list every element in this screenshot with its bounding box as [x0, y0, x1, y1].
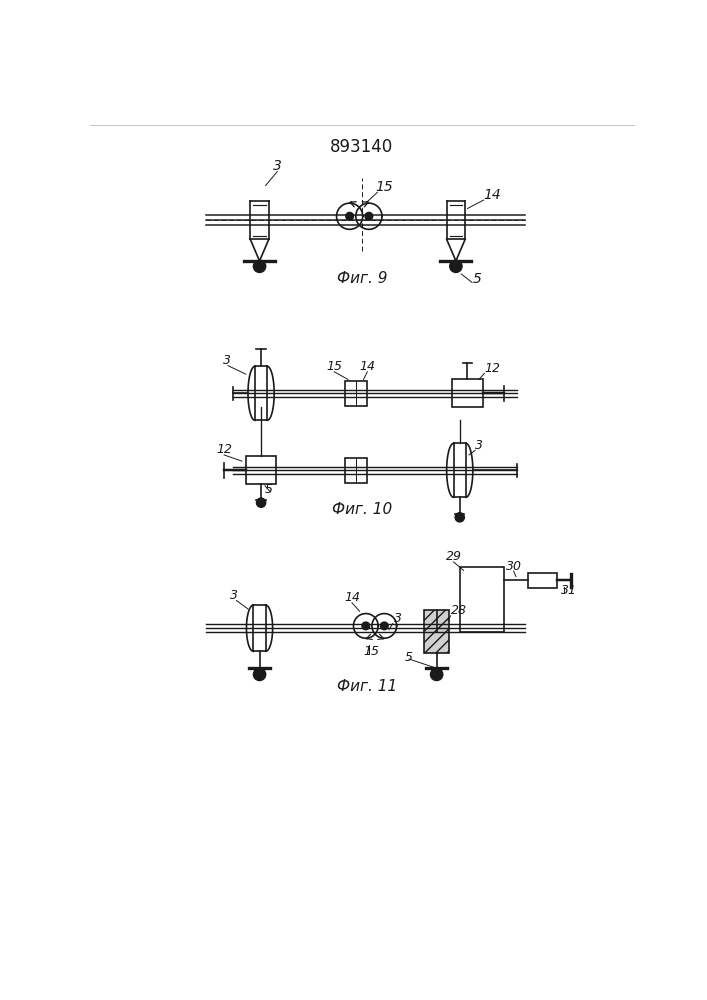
Bar: [452, 379, 483, 407]
Bar: [345, 381, 366, 406]
Bar: [345, 458, 366, 483]
Circle shape: [253, 260, 266, 272]
Text: 31: 31: [561, 584, 577, 597]
Bar: [424, 610, 449, 653]
Circle shape: [455, 513, 464, 522]
Text: 12: 12: [484, 362, 501, 375]
Text: 893140: 893140: [330, 138, 394, 156]
Circle shape: [431, 668, 443, 681]
Text: 15: 15: [375, 180, 393, 194]
Text: Фиг. 11: Фиг. 11: [337, 679, 397, 694]
Text: 3: 3: [273, 159, 281, 173]
Circle shape: [380, 622, 388, 630]
Text: 30: 30: [506, 560, 522, 573]
Text: 3: 3: [223, 354, 230, 367]
Circle shape: [365, 212, 373, 220]
Text: 3: 3: [475, 439, 483, 452]
Text: 3: 3: [395, 612, 402, 625]
Text: 5: 5: [265, 483, 273, 496]
Text: 14: 14: [483, 188, 501, 202]
Circle shape: [450, 260, 462, 272]
Circle shape: [362, 622, 370, 630]
Bar: [246, 456, 276, 484]
Text: 14: 14: [360, 360, 375, 373]
Text: 28: 28: [450, 604, 467, 617]
Circle shape: [253, 668, 266, 681]
Circle shape: [257, 498, 266, 507]
Text: 5: 5: [473, 272, 481, 286]
Bar: [460, 567, 504, 632]
Text: 15: 15: [327, 360, 342, 373]
Text: 5: 5: [404, 651, 412, 664]
Text: Фиг. 10: Фиг. 10: [332, 502, 392, 517]
Text: 29: 29: [446, 550, 462, 563]
Text: 15: 15: [363, 645, 380, 658]
Text: Фиг. 9: Фиг. 9: [337, 271, 387, 286]
Text: 14: 14: [344, 591, 361, 604]
Bar: [527, 573, 557, 588]
Text: 3: 3: [230, 589, 238, 602]
Text: 12: 12: [216, 443, 233, 456]
Circle shape: [346, 212, 354, 220]
